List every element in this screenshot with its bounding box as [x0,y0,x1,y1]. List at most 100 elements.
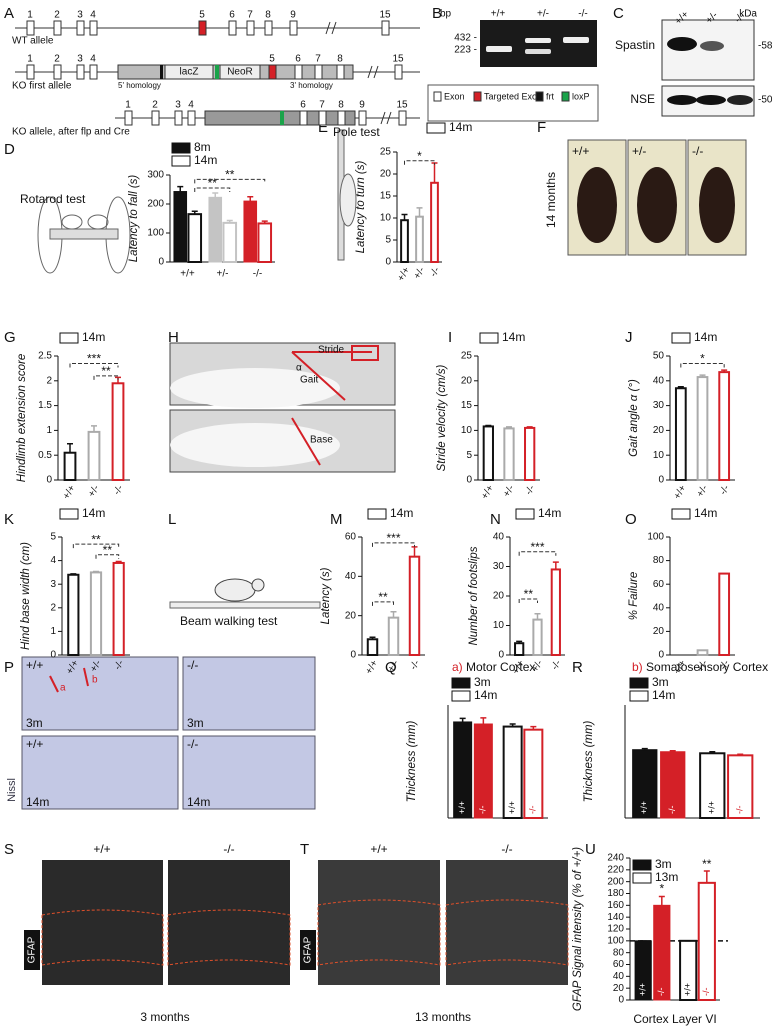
significance-bracket [69,362,119,368]
y-tick-label: 0 [350,650,356,661]
y-axis-label: Latency to fall (s) [128,175,140,263]
significance: * [417,149,422,163]
label: a [60,683,66,694]
y-tick-label: 20 [345,610,357,621]
category-label: +/+ [507,801,517,814]
exon [187,110,196,126]
error-bar [552,561,559,570]
label: Exon [444,91,465,101]
panel-letter: I [448,329,452,346]
chart: Thickness (mm) b) Somatosensory Cortex3m1… [583,660,768,819]
chart: 0 5 10 15 20 25 Latency to turn (s) Pole test 14… [333,120,472,283]
legend-swatch [171,142,191,154]
label: -/- [692,144,703,158]
x-tick-label: +/+ [479,483,496,501]
significance-bracket [194,178,266,184]
x-tick-label: +/- [386,658,402,674]
label: KO allele, after flp and Cre [12,127,130,138]
label: 6 [300,100,306,111]
legend-label: 14m [694,506,717,520]
chart: 0 10 20 30 40 50 Gait angle α (°) 14m +/+ +/- -/- * [628,330,735,501]
y-axis-label: Thickness (mm) [583,720,595,802]
label: 3 [77,54,83,65]
label: -/- [501,842,512,856]
title-text: Somatosensory Cortex [646,660,768,674]
y-tick-label: 100 [147,228,164,239]
significance: *** [87,352,101,366]
legend-swatch [671,508,691,520]
legend-label: 14m [390,506,413,520]
label: 9 [359,100,365,111]
break [373,65,379,79]
exon [26,64,35,80]
x-tick-label: +/- [501,483,517,499]
label: KO first allele [12,81,72,92]
label: 7 [315,54,321,65]
y-tick-label: 40 [493,532,505,543]
y-tick-label: 15 [380,191,392,202]
label: +/+ [93,842,110,856]
x-tick-label: +/- [412,265,428,281]
y-tick-label: 40 [613,971,625,982]
label: 13 months [415,1010,471,1024]
y-axis-label: Thickness (mm) [406,720,418,802]
bar [111,382,125,481]
bar [482,425,494,482]
legend-swatch [671,332,691,344]
title-prefix: b) [632,660,643,674]
significance: ** [91,532,101,546]
label: 3m [26,716,43,730]
y-tick-label: 25 [380,147,392,158]
y-tick-label: 40 [345,571,357,582]
bar [387,616,400,657]
x-tick-label: +/- [217,269,229,280]
label: 7 [247,10,253,21]
bar [400,219,409,263]
error-bar [390,610,397,618]
exon [76,64,85,80]
error-bar [709,750,716,754]
panel-letter: A [4,5,14,22]
label: -58 [758,41,773,52]
x-tick-label: -/- [408,658,422,672]
y-tick-label: 300 [147,170,164,181]
y-tick-label: 40 [653,602,665,613]
break [367,65,373,79]
bar [524,426,536,482]
label: 1 [27,10,33,21]
bar [632,749,658,819]
label: 8 [265,10,271,21]
error-bar [703,870,710,883]
x-tick-label: -/- [112,483,126,497]
error-bar [416,207,423,217]
label: 4 [90,10,96,21]
bar [67,573,80,657]
title-prefix: a) [452,660,463,674]
gait-images [169,342,396,473]
panel-letter: F [537,119,546,136]
exon [289,20,298,36]
y-axis-label: % Failure [628,572,640,621]
y-tick-label: 0 [658,475,664,486]
bar [674,387,687,481]
chart: 0 0.5 1 1.5 2 2.5 Hindlimb extension score 14m +… [16,330,130,501]
y-tick-label: 2.5 [38,351,52,362]
panel-letter: K [4,511,14,528]
legend-label: 14m [474,688,497,702]
label: Nissl [6,778,18,802]
legend-swatch [479,332,499,344]
label: -/- [187,737,198,751]
label: +/+ [491,9,506,20]
label: 223 - [454,45,477,56]
bar [408,555,421,657]
x-tick-label: -/- [523,483,537,497]
y-axis-label: Hindlimb extension score [16,354,28,482]
label: lacZ [180,67,199,78]
error-bar [480,717,487,725]
category-label: +/+ [683,983,693,996]
exon [381,20,390,36]
panel-letter: R [572,659,583,676]
significance: ** [225,168,235,182]
significance: ** [378,590,388,604]
panel-letter: U [585,841,596,858]
